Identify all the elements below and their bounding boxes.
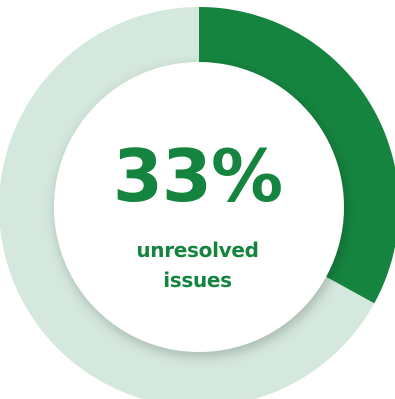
donut-center-disc xyxy=(54,62,344,352)
